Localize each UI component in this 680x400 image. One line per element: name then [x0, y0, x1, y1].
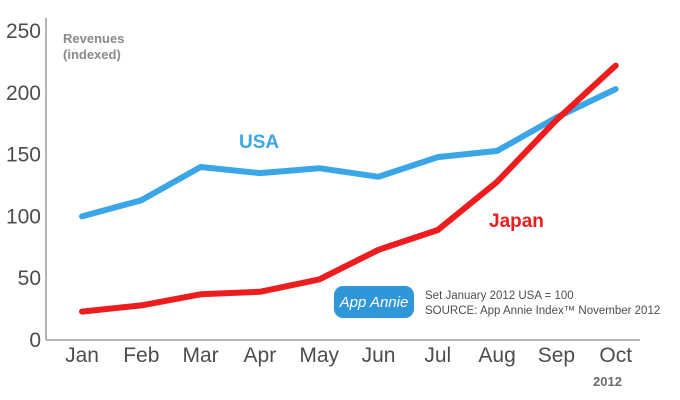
series-label-japan: Japan — [489, 211, 544, 232]
x-tick-label: Jul — [424, 344, 451, 367]
series-line-japan — [79, 62, 619, 315]
x-tick-label: Mar — [183, 344, 219, 367]
x-tick-label: Jan — [65, 344, 99, 367]
x-tick-label: Oct — [599, 344, 632, 367]
y-axis-title-line2: (indexed) — [63, 47, 121, 62]
series-lines — [79, 62, 619, 315]
x-tick-label: Apr — [244, 344, 277, 367]
note-line-2: SOURCE: App Annie Index™ November 2012 — [425, 305, 660, 317]
y-tick-labels: 0 50 100 150 200 250 — [6, 20, 41, 352]
x-tick-labels: Jan Feb Mar Apr May Jun Jul Aug Sep Oct — [65, 344, 632, 367]
x-tick-label: Sep — [538, 344, 575, 367]
x-tick-label: Jun — [362, 344, 396, 367]
note-line-1: Set January 2012 USA = 100 — [425, 290, 574, 302]
x-tick-label: Aug — [478, 344, 515, 367]
series-line-usa — [79, 86, 619, 220]
y-tick-label: 150 — [6, 144, 41, 167]
x-tick-label: May — [299, 344, 339, 367]
y-axis-title-line1: Revenues — [63, 31, 124, 46]
x-tick-label: Feb — [123, 344, 159, 367]
y-tick-label: 200 — [6, 82, 41, 105]
app-annie-badge-text: App Annie — [339, 294, 409, 311]
y-tick-label: 50 — [18, 267, 41, 290]
x-axis-year-label: 2012 — [593, 374, 622, 389]
y-tick-label: 250 — [6, 20, 41, 43]
y-tick-label: 0 — [29, 329, 41, 352]
app-annie-badge-background — [334, 286, 414, 318]
y-tick-label: 100 — [6, 205, 41, 228]
series-label-usa: USA — [239, 132, 279, 153]
app-annie-badge: App Annie — [334, 286, 414, 318]
